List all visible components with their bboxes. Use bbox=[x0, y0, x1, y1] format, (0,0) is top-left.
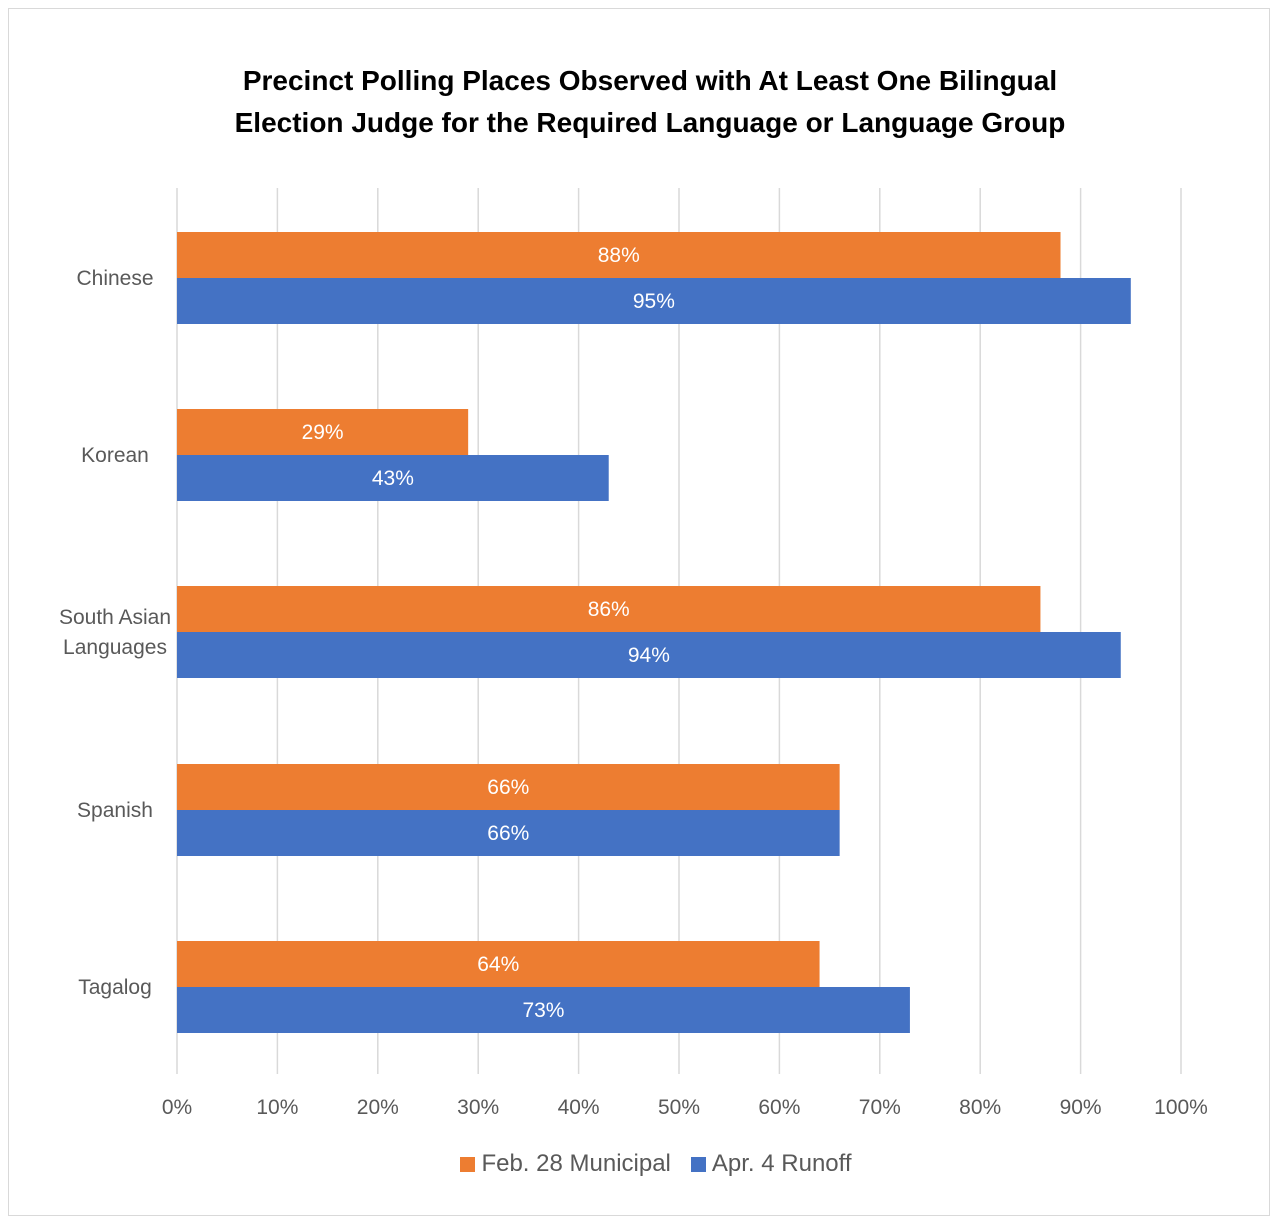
x-tick-label-6: 60% bbox=[758, 1096, 800, 1119]
legend-item-feb-28-municipal: Feb. 28 Municipal bbox=[460, 1150, 671, 1178]
bar-series1-cat4 bbox=[177, 987, 910, 1033]
x-tick-label-4: 40% bbox=[558, 1096, 600, 1119]
data-label-series0-cat3: 66% bbox=[487, 776, 529, 799]
legend-swatch-feb-28-municipal bbox=[460, 1156, 476, 1172]
x-tick-label-0: 0% bbox=[162, 1096, 192, 1119]
legend-label-feb-28-municipal: Feb. 28 Municipal bbox=[481, 1150, 671, 1177]
bar-series1-cat2 bbox=[177, 632, 1121, 678]
x-tick-label-10: 100% bbox=[1154, 1096, 1208, 1119]
data-label-series1-cat0: 95% bbox=[633, 290, 675, 313]
x-tick-label-7: 70% bbox=[859, 1096, 901, 1119]
bar-series1-cat3 bbox=[177, 810, 840, 856]
bar-series0-cat4 bbox=[177, 941, 820, 987]
category-label-4-line-0: Tagalog bbox=[78, 976, 152, 999]
data-label-series1-cat4: 73% bbox=[522, 999, 564, 1022]
chart-title-line-1: Precinct Polling Places Observed with At… bbox=[242, 65, 1058, 96]
data-label-series0-cat0: 88% bbox=[598, 244, 640, 267]
legend: Feb. 28 Municipal Apr. 4 Runoff bbox=[0, 1150, 1273, 1178]
data-label-series0-cat1: 29% bbox=[302, 421, 344, 444]
data-label-series1-cat2: 94% bbox=[628, 644, 670, 667]
bar-series0-cat2 bbox=[177, 586, 1041, 632]
data-label-series1-cat1: 43% bbox=[372, 467, 414, 490]
chart-title-line-2: Election Judge for the Required Language… bbox=[234, 107, 1066, 138]
legend-swatch-apr-4-runoff bbox=[690, 1156, 706, 1172]
bar-series0-cat1 bbox=[177, 409, 469, 455]
x-tick-label-3: 30% bbox=[457, 1096, 499, 1119]
data-label-series0-cat4: 64% bbox=[477, 953, 519, 976]
category-label-2-line-1: Languages bbox=[63, 636, 167, 659]
x-tick-label-1: 10% bbox=[256, 1096, 298, 1119]
x-tick-label-2: 20% bbox=[357, 1096, 399, 1119]
category-label-1-line-0: Korean bbox=[81, 444, 149, 467]
bar-series0-cat3 bbox=[177, 764, 840, 810]
legend-label-apr-4-runoff: Apr. 4 Runoff bbox=[711, 1150, 852, 1177]
category-label-3-line-0: Spanish bbox=[77, 799, 153, 822]
category-label-2-line-0: South Asian bbox=[59, 606, 171, 629]
data-label-series0-cat2: 86% bbox=[588, 598, 630, 621]
bar-series1-cat0 bbox=[177, 278, 1131, 324]
x-tick-label-8: 80% bbox=[959, 1096, 1001, 1119]
data-label-series1-cat3: 66% bbox=[487, 822, 529, 845]
legend-item-apr-4-runoff: Apr. 4 Runoff bbox=[690, 1150, 852, 1178]
bar-series0-cat0 bbox=[177, 232, 1061, 278]
bar-series1-cat1 bbox=[177, 455, 609, 501]
x-tick-label-9: 90% bbox=[1060, 1096, 1102, 1119]
chart-title: Precinct Polling Places Observed with At… bbox=[0, 60, 1273, 144]
x-tick-label-5: 50% bbox=[658, 1096, 700, 1119]
category-label-0-line-0: Chinese bbox=[76, 267, 153, 290]
